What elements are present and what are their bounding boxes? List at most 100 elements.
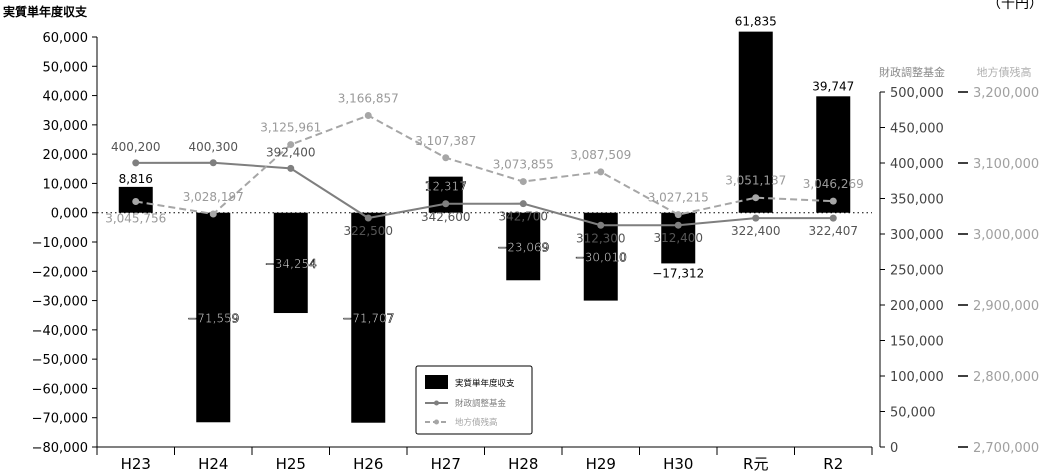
fund-point xyxy=(674,221,682,229)
y2-tick-label: 0 xyxy=(890,441,898,456)
y3-axis-title: 地方債残高 xyxy=(977,65,1032,79)
legend: 実質単年度収支 財政調整基金 地方債残高 xyxy=(415,365,533,435)
x-tick-label: H26 xyxy=(353,455,383,473)
legend-label-bar: 実質単年度収支 xyxy=(455,378,515,389)
y2-tick-label: 400,000 xyxy=(890,157,944,172)
y-tick-label: 60,000 xyxy=(43,31,89,46)
fund-point xyxy=(442,200,450,208)
debt-point xyxy=(674,211,682,219)
x-tick-label: R2 xyxy=(823,455,843,473)
x-tick-label: H25 xyxy=(276,455,306,473)
y2-tick-label: 450,000 xyxy=(890,122,944,137)
fund-value-label: 322,400 xyxy=(731,224,781,238)
fund-value-label: 400,300 xyxy=(188,140,238,154)
y2-tick-label: 500,000 xyxy=(890,86,944,101)
bar-value-label: −17,312 xyxy=(652,266,704,280)
y-axis-title: 実質単年度収支 xyxy=(3,4,88,19)
fund-line xyxy=(135,161,834,227)
fund-point xyxy=(752,214,760,222)
bar-value-label: 8,816 xyxy=(119,172,153,186)
y-tick-label: 0,000 xyxy=(51,207,88,222)
fund-point xyxy=(829,214,837,222)
y2-tick-label: 250,000 xyxy=(890,264,944,279)
y3-tick-label: 2,700,000 xyxy=(973,441,1039,456)
x-tick-label: H28 xyxy=(508,455,538,473)
y2-tick-label: 50,000 xyxy=(890,406,936,421)
y2-tick-label: 300,000 xyxy=(890,228,944,243)
y-tick-label: 40,000 xyxy=(43,90,89,105)
bar-value-label: −71,559 xyxy=(187,311,239,325)
legend-swatch-line-marker xyxy=(434,400,439,406)
debt-value-label: 3,087,509 xyxy=(570,148,631,162)
bar-value-label: 12,317 xyxy=(425,180,467,194)
fund-value-label: 322,407 xyxy=(808,224,858,238)
y3-tick-label: 3,100,000 xyxy=(973,157,1039,172)
legend-swatch-bar xyxy=(425,375,448,389)
debt-point xyxy=(364,112,372,120)
y3-tick-label: 3,200,000 xyxy=(973,86,1039,101)
debt-value-label: 3,166,857 xyxy=(338,92,399,106)
fund-point xyxy=(519,200,527,208)
fund-value-label: 392,400 xyxy=(266,145,316,159)
y-tick-label: −30,000 xyxy=(32,295,88,310)
bar-value-label: −30,010 xyxy=(575,251,627,265)
debt-value-label: 3,073,855 xyxy=(493,158,554,172)
lines-layer xyxy=(132,112,837,229)
y-tick-label: 30,000 xyxy=(43,119,89,134)
x-tick-label: R元 xyxy=(743,455,768,473)
x-tick-label: H30 xyxy=(663,455,693,473)
y-tick-label: −40,000 xyxy=(32,324,88,339)
y-tick-label: 20,000 xyxy=(43,148,89,163)
bar-value-label: −34,254 xyxy=(265,257,317,271)
y2-tick-label: 350,000 xyxy=(890,193,944,208)
bar xyxy=(661,212,696,264)
fund-value-label: 342,600 xyxy=(421,210,471,224)
legend-label-line: 財政調整基金 xyxy=(455,398,507,409)
x-tick-label: H24 xyxy=(198,455,228,473)
y-tick-label: −70,000 xyxy=(32,412,88,427)
y-tick-label: −60,000 xyxy=(32,382,88,397)
labels-layer: 8,816 −71,559 −34,254 −71,707 12,317 −23,069 −… xyxy=(105,15,864,326)
bar xyxy=(351,212,386,423)
bar xyxy=(816,96,851,213)
x-tick-label: H27 xyxy=(431,455,461,473)
debt-point xyxy=(519,178,527,186)
unit-mark: （千円） xyxy=(987,0,1043,12)
bar-value-label: 61,835 xyxy=(735,15,777,29)
debt-line xyxy=(135,114,834,216)
debt-point xyxy=(209,210,217,218)
debt-value-label: 3,046,269 xyxy=(803,177,864,191)
y-tick-label: −50,000 xyxy=(32,353,88,368)
bars-layer xyxy=(118,31,851,423)
debt-value-label: 3,045,756 xyxy=(105,212,166,226)
debt-point xyxy=(442,154,450,162)
debt-point xyxy=(287,141,295,149)
fund-value-label: 312,300 xyxy=(576,231,626,245)
y3-tick-label: 2,900,000 xyxy=(973,299,1039,314)
legend-label-dashed: 地方債残高 xyxy=(455,417,498,428)
bar xyxy=(196,212,231,423)
debt-value-label: 3,051,137 xyxy=(725,174,786,188)
debt-point xyxy=(597,168,605,176)
bar-value-label: −71,707 xyxy=(342,312,394,326)
debt-point xyxy=(132,198,140,206)
fund-point xyxy=(209,159,217,167)
debt-value-label: 3,125,961 xyxy=(260,121,321,135)
bar xyxy=(506,212,541,281)
y-tick-label: −20,000 xyxy=(32,265,88,280)
y2-tick-label: 150,000 xyxy=(890,335,944,350)
fund-value-label: 342,700 xyxy=(498,210,548,224)
debt-value-label: 3,027,215 xyxy=(648,191,709,205)
debt-point xyxy=(829,197,837,205)
y2-tick-label: 100,000 xyxy=(890,370,944,385)
fund-point xyxy=(597,221,605,229)
y2-axis-title: 財政調整基金 xyxy=(879,65,945,79)
fund-point xyxy=(132,159,140,167)
debt-value-label: 3,028,197 xyxy=(183,190,244,204)
y-tick-label: 50,000 xyxy=(43,60,89,75)
x-tick-label: H23 xyxy=(121,455,151,473)
fund-value-label: 312,400 xyxy=(653,231,703,245)
y3-tick-label: 3,000,000 xyxy=(973,228,1039,243)
axes-layer: 60,000 50,000 40,000 30,000 20,000 10,000 0,00… xyxy=(32,31,1040,473)
